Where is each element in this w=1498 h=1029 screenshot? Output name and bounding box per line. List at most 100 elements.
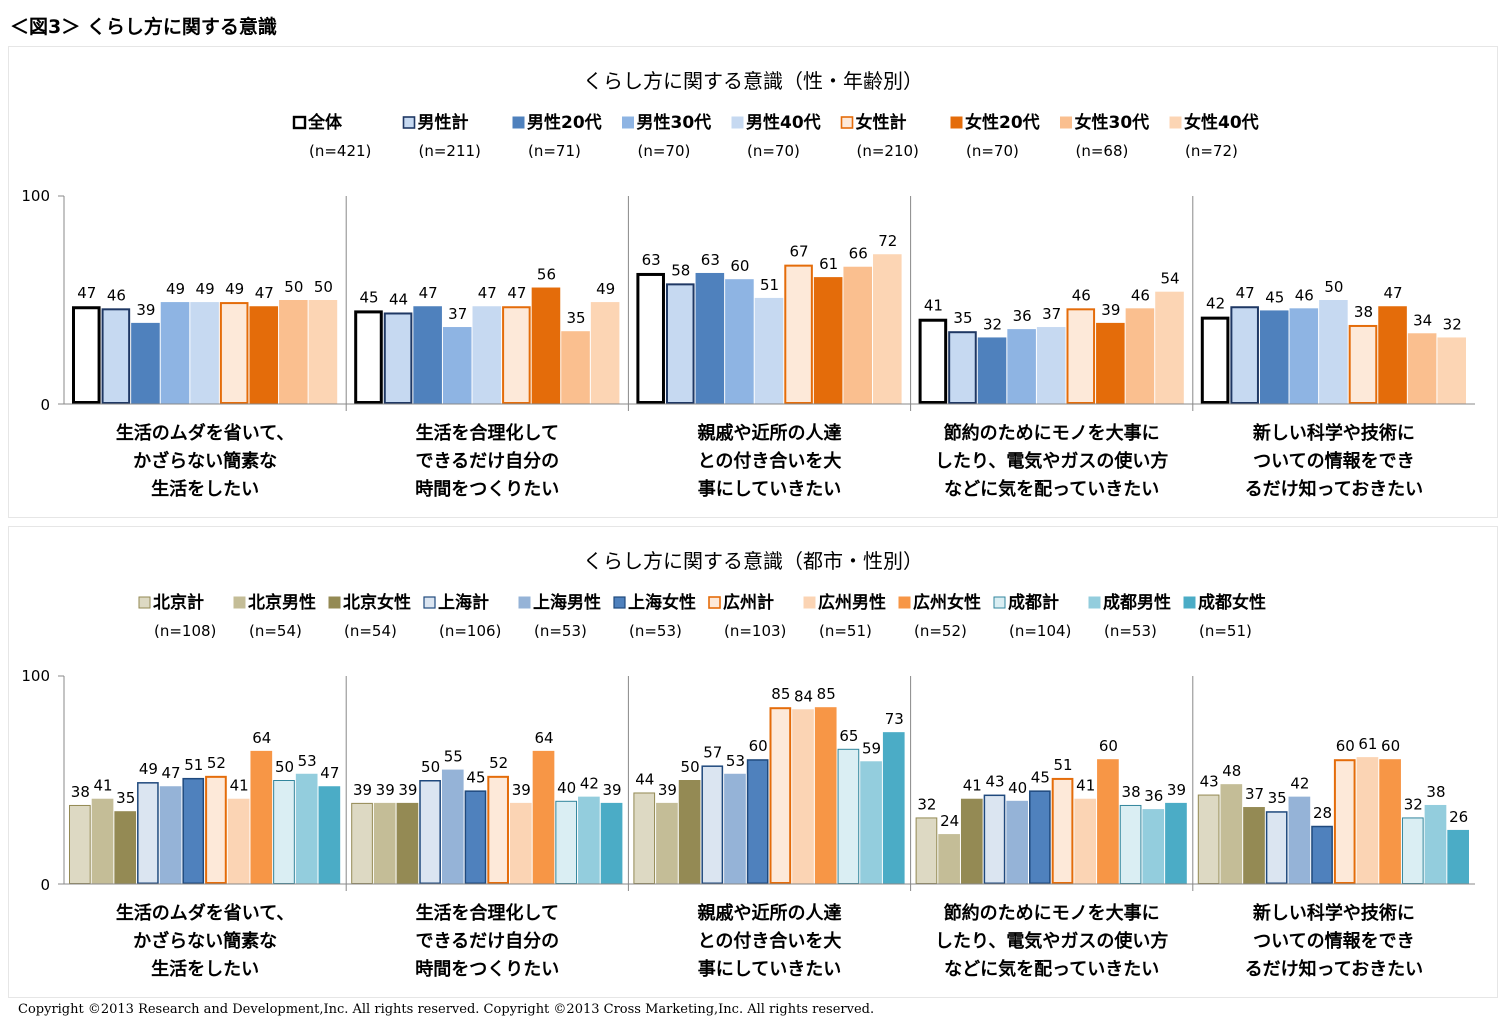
bar-0-5 bbox=[182, 777, 205, 884]
bar-4-7 bbox=[1356, 757, 1379, 884]
value-label-4-3: 35 bbox=[1268, 789, 1287, 807]
bar-1-0 bbox=[351, 802, 373, 885]
bar-0-7 bbox=[279, 300, 308, 404]
value-label-0-5: 51 bbox=[184, 756, 203, 774]
bar-chart-city-gender: くらし方に関する意識（都市・性別） 北京計 (n=108) 北京男性 (n=54) 北京女… bbox=[21, 549, 1475, 980]
value-label-0-0: 38 bbox=[71, 783, 90, 801]
bar-1-0 bbox=[354, 310, 383, 404]
bar-2-5 bbox=[784, 264, 813, 404]
bar-2-7 bbox=[792, 709, 814, 884]
value-label-0-8: 50 bbox=[314, 278, 333, 296]
value-label-3-11: 39 bbox=[1167, 781, 1186, 799]
bar-0-3 bbox=[137, 782, 159, 884]
bar-2-7 bbox=[843, 266, 873, 404]
bar-2-3 bbox=[701, 765, 724, 884]
value-label-0-1: 41 bbox=[93, 777, 112, 795]
value-label-4-8: 32 bbox=[1443, 315, 1462, 333]
value-label-1-5: 47 bbox=[507, 284, 526, 302]
bar-3-11 bbox=[1165, 802, 1187, 884]
bar-0-0 bbox=[72, 306, 101, 404]
value-label-3-0: 32 bbox=[917, 795, 936, 813]
legend-n-1: (n=54) bbox=[249, 622, 302, 640]
bar-0-7 bbox=[227, 798, 250, 884]
bar-4-0 bbox=[1197, 794, 1220, 884]
category-label-4-2: るだけ知っておきたい bbox=[1245, 958, 1424, 980]
category-label-2-1: との付き合いを大 bbox=[698, 450, 842, 472]
bar-2-4 bbox=[724, 773, 746, 884]
value-label-3-3: 36 bbox=[1013, 307, 1032, 325]
value-label-2-4: 53 bbox=[726, 752, 745, 770]
value-label-4-6: 60 bbox=[1336, 737, 1355, 755]
bar-4-8 bbox=[1437, 337, 1466, 404]
legend-n-2: (n=54) bbox=[344, 622, 397, 640]
legend-n-3: (n=106) bbox=[439, 622, 501, 640]
value-label-0-11: 47 bbox=[320, 764, 339, 782]
legend-n-10: (n=53) bbox=[1104, 622, 1157, 640]
legend-swatch-2 bbox=[512, 116, 525, 129]
bar-2-2 bbox=[678, 780, 701, 884]
bar-3-8 bbox=[1097, 759, 1119, 884]
value-label-0-10: 53 bbox=[298, 752, 317, 770]
legend-label-9: 成都計 bbox=[1008, 592, 1059, 613]
value-label-1-7: 35 bbox=[566, 309, 585, 327]
bar-1-10 bbox=[578, 796, 600, 884]
bar-1-1 bbox=[383, 312, 413, 405]
value-label-1-11: 39 bbox=[603, 781, 622, 799]
value-label-0-2: 35 bbox=[116, 789, 135, 807]
bar-3-4 bbox=[1006, 800, 1029, 884]
legend-label-11: 成都女性 bbox=[1198, 592, 1266, 613]
value-label-1-8: 64 bbox=[534, 729, 553, 747]
value-label-0-2: 39 bbox=[136, 301, 155, 319]
value-label-4-6: 47 bbox=[1384, 284, 1403, 302]
value-label-2-0: 63 bbox=[642, 251, 661, 269]
bar-4-2 bbox=[1243, 807, 1265, 884]
legend-swatch-0 bbox=[138, 596, 151, 609]
value-label-0-3: 49 bbox=[139, 760, 158, 778]
legend-n-7: (n=51) bbox=[819, 622, 872, 640]
legend-n-7: (n=68) bbox=[1076, 142, 1129, 160]
bar-1-1 bbox=[373, 802, 396, 884]
bar-0-8 bbox=[250, 750, 273, 884]
value-label-0-3: 49 bbox=[166, 280, 185, 298]
bar-4-1 bbox=[1230, 306, 1259, 404]
legend-n-8: (n=72) bbox=[1185, 142, 1238, 160]
chart-panel-gender-age: くらし方に関する意識（性・年齢別） 全体 (n=421) 男性計 (n=211) 男性20… bbox=[8, 46, 1498, 518]
bar-4-10 bbox=[1424, 804, 1447, 884]
bar-0-4 bbox=[159, 786, 182, 884]
bar-1-8 bbox=[532, 750, 555, 884]
category-label-1-1: できるだけ自分の bbox=[415, 930, 559, 952]
bar-3-2 bbox=[977, 337, 1007, 404]
value-label-1-2: 47 bbox=[419, 284, 438, 302]
bar-3-6 bbox=[1096, 322, 1125, 404]
bar-4-3 bbox=[1265, 811, 1288, 885]
legend-swatch-1 bbox=[402, 116, 416, 129]
legend-label-7: 女性30代 bbox=[1075, 112, 1150, 133]
value-label-2-1: 39 bbox=[658, 781, 677, 799]
bar-0-1 bbox=[91, 798, 114, 884]
legend-label-4: 男性40代 bbox=[746, 112, 821, 133]
category-label-0-2: 生活をしたい bbox=[151, 958, 259, 980]
value-label-1-6: 52 bbox=[489, 754, 508, 772]
y-tick-label-min: 0 bbox=[40, 396, 50, 414]
legend-label-10: 成都男性 bbox=[1103, 592, 1171, 613]
legend-swatch-3 bbox=[423, 596, 436, 609]
value-label-1-0: 39 bbox=[353, 781, 372, 799]
value-label-3-8: 60 bbox=[1099, 737, 1118, 755]
bar-0-9 bbox=[273, 780, 295, 884]
bar-1-2 bbox=[396, 802, 419, 884]
bar-4-5 bbox=[1311, 825, 1333, 885]
bar-1-7 bbox=[561, 331, 590, 404]
value-label-1-10: 42 bbox=[580, 775, 599, 793]
value-label-0-6: 47 bbox=[255, 284, 274, 302]
value-label-4-1: 47 bbox=[1236, 284, 1255, 302]
legend-label-8: 女性40代 bbox=[1184, 112, 1259, 133]
bar-3-1 bbox=[948, 331, 977, 405]
bar-1-3 bbox=[419, 780, 441, 884]
bar-3-8 bbox=[1155, 291, 1184, 404]
value-label-1-4: 55 bbox=[444, 748, 463, 766]
legend-swatch-0 bbox=[292, 115, 307, 130]
bar-4-4 bbox=[1288, 796, 1311, 884]
value-label-2-5: 67 bbox=[790, 243, 809, 261]
value-label-3-6: 39 bbox=[1101, 301, 1120, 319]
value-label-3-9: 38 bbox=[1122, 783, 1141, 801]
